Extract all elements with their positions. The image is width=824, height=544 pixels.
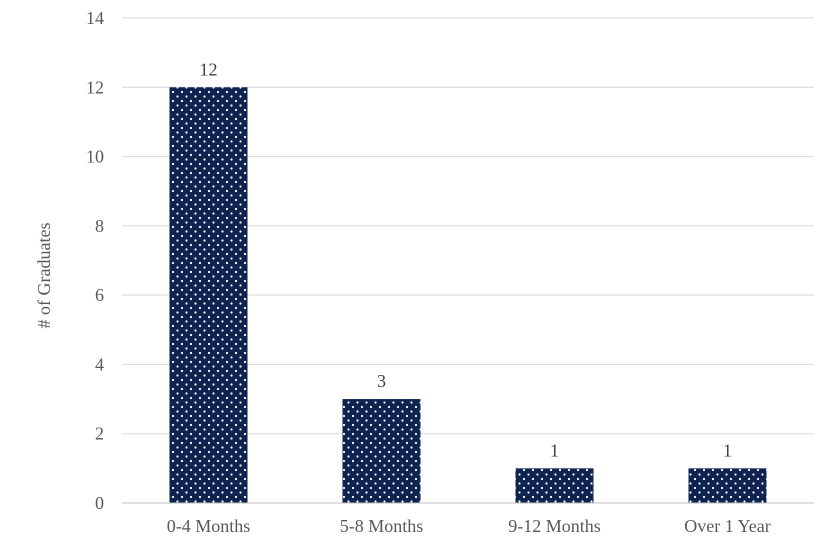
data-label: 3: [377, 371, 386, 391]
y-tick-label: 8: [95, 216, 104, 236]
x-axis-ticks: 0-4 Months 5-8 Months 9-12 Months Over 1 Ye…: [167, 516, 771, 536]
y-axis-ticks: 0 2 4 6 8 10 12 14: [86, 8, 104, 513]
x-tick-label: 5-8 Months: [340, 516, 424, 536]
y-tick-label: 2: [95, 424, 104, 444]
y-tick-label: 14: [86, 8, 104, 28]
bars: [169, 87, 767, 504]
y-tick-label: 6: [95, 285, 104, 305]
bar: [169, 87, 248, 504]
y-tick-label: 12: [86, 77, 104, 97]
data-label: 1: [550, 440, 559, 460]
bar: [342, 399, 421, 503]
data-labels: 12 3 1 1: [200, 59, 733, 460]
data-label: 1: [723, 440, 732, 460]
data-label: 12: [200, 59, 218, 79]
y-axis-title: # of Graduates: [34, 223, 54, 329]
y-tick-label: 0: [95, 493, 104, 513]
y-tick-label: 4: [95, 354, 104, 374]
x-tick-label: Over 1 Year: [684, 516, 770, 536]
bar: [515, 468, 594, 503]
x-tick-label: 9-12 Months: [508, 516, 601, 536]
bar: [688, 468, 767, 503]
y-tick-label: 10: [86, 147, 104, 167]
x-tick-label: 0-4 Months: [167, 516, 251, 536]
